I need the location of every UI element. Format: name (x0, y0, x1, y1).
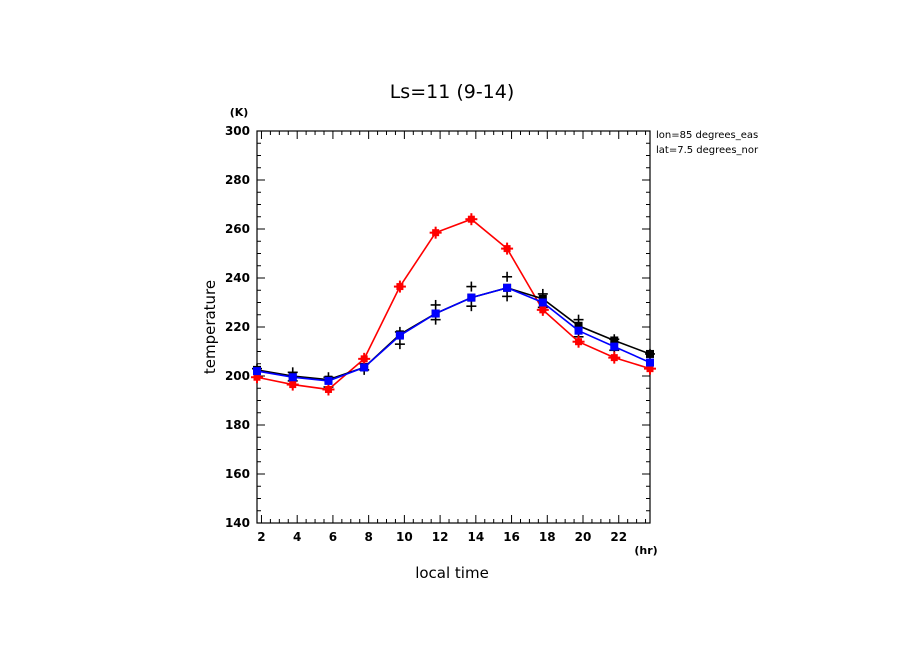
series-2-point (646, 358, 654, 367)
series-0-point-square (610, 354, 618, 362)
plot-frame (256, 130, 651, 524)
series-0-point-square (467, 215, 475, 223)
y-tick-label: 300 (225, 124, 250, 138)
chart-title: Ls=11 (9-14) (390, 81, 515, 103)
series-2-point (431, 309, 440, 318)
series-0-point-square (575, 338, 583, 346)
series-0-point-square (360, 355, 368, 363)
annotation-lat: lat=7.5 degrees_nor (656, 145, 759, 156)
series-0-point-square (324, 385, 332, 393)
series-2-point (395, 331, 404, 340)
series-2-point (538, 298, 547, 307)
x-tick-label: 14 (467, 530, 484, 544)
x-tick-label: 4 (293, 530, 301, 544)
observation-point (502, 291, 513, 302)
y-tick-label: 200 (225, 369, 250, 383)
x-tick-label: 16 (503, 530, 520, 544)
observation-point (502, 271, 513, 282)
x-tick-label: 10 (396, 530, 413, 544)
series-0-point-square (289, 381, 297, 389)
series-2-point (324, 376, 333, 385)
y-unit-label: (K) (230, 106, 249, 119)
x-unit-label: (hr) (634, 544, 657, 557)
annotation-lon: lon=85 degrees_eas (656, 130, 758, 141)
series-1-point (646, 349, 654, 358)
y-tick-label: 220 (225, 320, 250, 334)
series-2-point (360, 363, 369, 372)
series-2-point (574, 326, 583, 335)
y-tick-label: 160 (225, 467, 250, 481)
axes-group: 140 160 180 200 220 240 260 280 300 2 4 6 8 10 12 14 16 1… (225, 124, 650, 544)
x-tick-label: 8 (364, 530, 372, 544)
series-line-1 (256, 286, 651, 381)
y-tick-label: 280 (225, 173, 250, 187)
y-axis-label: temperature (201, 280, 219, 374)
observation-point (466, 281, 477, 292)
series-2-point (288, 373, 297, 382)
observation-point (394, 339, 405, 350)
series-line-2 (256, 286, 651, 382)
observation-point (466, 301, 477, 312)
y-tick-label: 260 (225, 222, 250, 236)
y-tick-label: 180 (225, 418, 250, 432)
series-0-point-square (539, 306, 547, 314)
x-tick-label: 6 (329, 530, 337, 544)
marks-group (251, 213, 656, 396)
series-1-point (610, 336, 619, 345)
series-0-point-square (646, 365, 654, 373)
series-2-point (503, 283, 512, 292)
series-line-0 (256, 218, 651, 391)
x-tick-label: 22 (610, 530, 627, 544)
series-0-point-square (253, 373, 261, 381)
series-1-point (574, 321, 583, 330)
series-2-point (253, 367, 261, 376)
x-tick-label: 20 (575, 530, 592, 544)
observation-point (430, 299, 441, 310)
y-tick-label: 240 (225, 271, 250, 285)
y-tick-label: 140 (225, 516, 250, 530)
series-0-point-square (396, 283, 404, 291)
x-tick-label: 2 (257, 530, 265, 544)
x-tick-label: 18 (539, 530, 556, 544)
series-2-point (610, 342, 619, 351)
series-0-point-square (432, 229, 440, 237)
x-axis-label: local time (415, 564, 489, 582)
x-tick-label: 12 (432, 530, 449, 544)
series-2-point (467, 293, 476, 302)
series-0-point-square (503, 245, 511, 253)
